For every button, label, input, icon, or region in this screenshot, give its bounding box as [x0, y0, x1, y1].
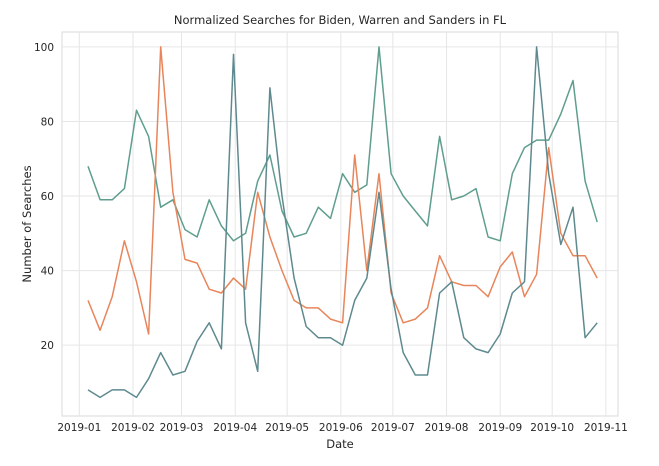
y-axis-label: Number of Searches [20, 165, 34, 282]
y-tick-label: 80 [41, 116, 54, 128]
y-tick-labels: 20 40 60 80 100 [34, 42, 54, 352]
chart-title: Normalized Searches for Biden, Warren an… [174, 13, 507, 27]
y-tick-label: 100 [34, 42, 54, 54]
x-tick-label: 2019-08 [425, 422, 469, 434]
x-tick-label: 2019-01 [57, 422, 101, 434]
x-tick-label: 2019-11 [584, 422, 628, 434]
series-line-1 [87, 46, 598, 242]
x-tick-label: 2019-06 [319, 422, 363, 434]
y-tick-label: 20 [41, 340, 54, 352]
series-line-3 [87, 46, 598, 399]
y-tick-label: 40 [41, 266, 54, 278]
x-tick-label: 2019-05 [265, 422, 309, 434]
x-tick-label: 2019-02 [111, 422, 155, 434]
x-axis-label: Date [326, 437, 354, 451]
x-tick-label: 2019-09 [478, 422, 522, 434]
x-tick-label: 2019-07 [371, 422, 415, 434]
x-tick-label: 2019-10 [530, 422, 574, 434]
series-line-2 [87, 46, 598, 335]
series-lines [87, 46, 598, 399]
x-tick-label: 2019-04 [213, 422, 257, 434]
x-tick-labels: 2019-01 2019-02 2019-03 2019-04 2019-05 2019-… [57, 422, 627, 434]
y-tick-label: 60 [41, 191, 54, 203]
plot-background [61, 31, 619, 417]
vertical-gridlines [78, 32, 607, 416]
x-tick-label: 2019-03 [160, 422, 204, 434]
